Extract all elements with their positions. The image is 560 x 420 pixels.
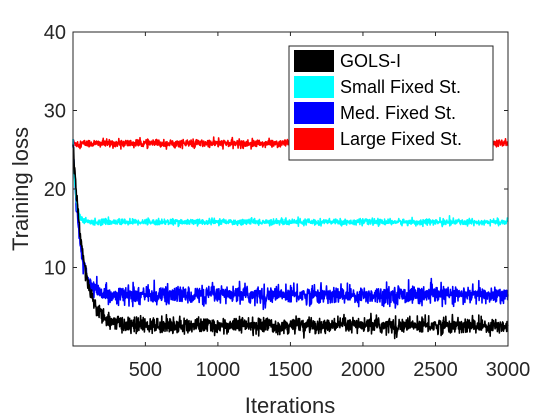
legend-label: Small Fixed St. xyxy=(340,77,461,97)
series-line-small-fixed-st xyxy=(72,138,509,228)
tick-layer: 500 1000 1500 2000 2500 3000 10 20 30 40 xyxy=(44,22,531,381)
legend-label: Large Fixed St. xyxy=(340,129,462,149)
y-tick-label: 40 xyxy=(44,22,66,44)
x-tick-label: 1000 xyxy=(196,359,241,381)
series-line-med-fixed-st xyxy=(72,139,509,311)
x-axis-title: Iterations xyxy=(245,393,336,418)
y-tick-label: 10 xyxy=(44,258,66,280)
legend-label: Med. Fixed St. xyxy=(340,103,456,123)
y-tick-label: 20 xyxy=(44,179,66,201)
legend-swatch xyxy=(294,128,334,150)
legend-label: GOLS-I xyxy=(340,51,401,71)
x-tick-label: 2000 xyxy=(341,359,386,381)
legend: GOLS-I Small Fixed St. Med. Fixed St. Large… xyxy=(288,45,494,161)
legend-swatch xyxy=(294,102,334,124)
y-axis-title: Training loss xyxy=(8,127,33,251)
x-tick-label: 1500 xyxy=(268,359,313,381)
x-tick-label: 3000 xyxy=(486,359,531,381)
y-tick-label: 30 xyxy=(44,101,66,123)
legend-swatch xyxy=(294,50,334,72)
series-layer xyxy=(72,136,509,340)
x-tick-label: 2500 xyxy=(413,359,458,381)
x-tick-label: 500 xyxy=(129,359,162,381)
series-line-gols-i xyxy=(72,144,509,340)
legend-swatch xyxy=(294,76,334,98)
